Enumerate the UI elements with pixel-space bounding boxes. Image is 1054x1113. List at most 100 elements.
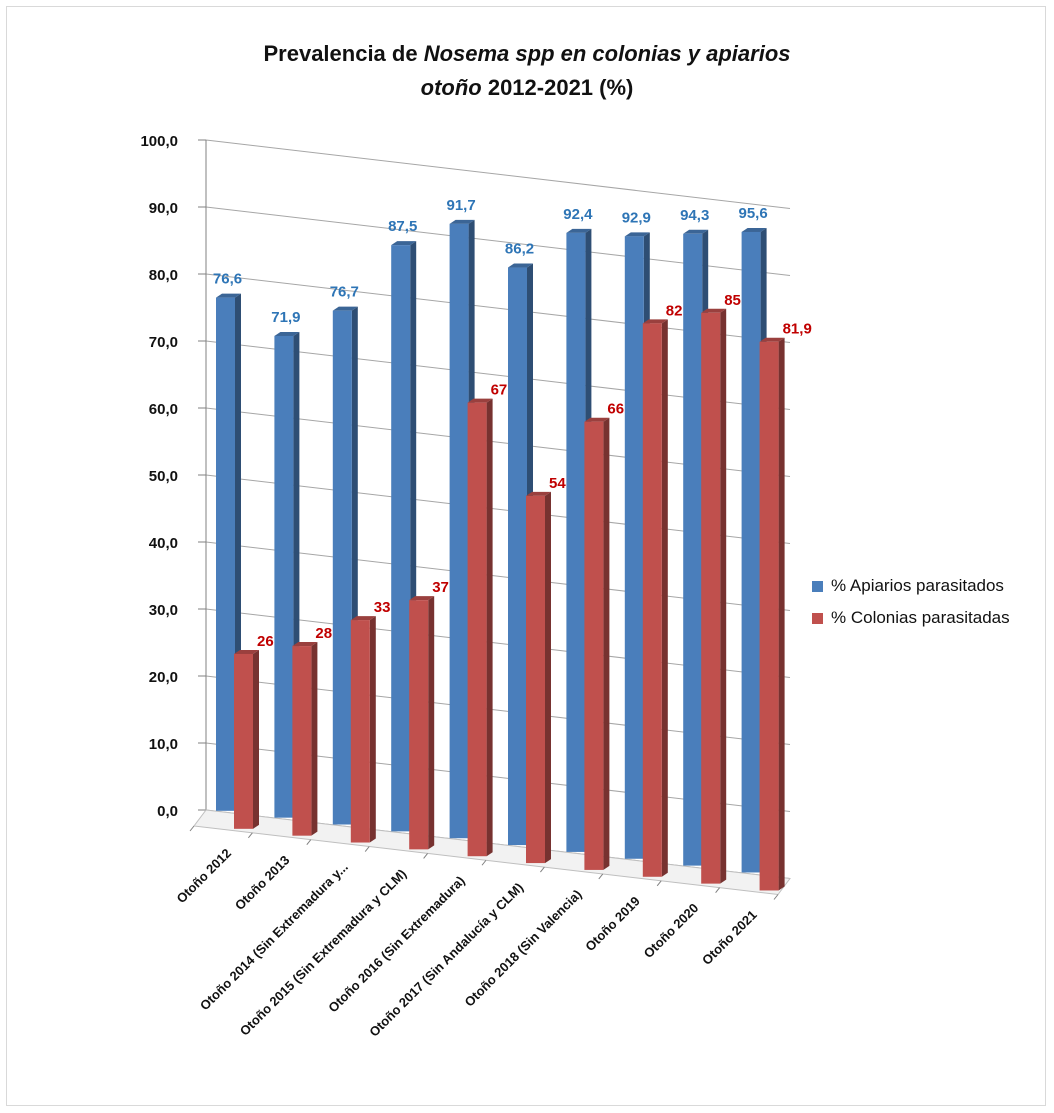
y-tick-label: 60,0: [149, 401, 178, 418]
bar-colonias-side: [369, 616, 376, 843]
legend: % Apiarios parasitados % Colonias parasi…: [812, 570, 1010, 634]
chart-title-line-1: Prevalencia de Nosema spp en colonias y …: [263, 41, 791, 66]
x-tick-label: Otoño 2021: [699, 907, 760, 968]
legend-swatch-apiarios: [812, 580, 823, 592]
legend-label-colonias: % Colonias parasitadas: [831, 608, 1010, 627]
bar-colonias-top: [526, 491, 551, 496]
bar-colonias: [526, 495, 545, 864]
x-tick-mark: [248, 832, 253, 839]
bar-colonias-side: [253, 649, 259, 829]
bar-apiarios-top: [741, 227, 767, 232]
data-label-apiarios: 87,5: [388, 218, 417, 235]
bar-apiarios-top: [624, 232, 650, 237]
bar-colonias-side: [720, 308, 727, 884]
data-label-apiarios: 92,9: [622, 209, 651, 226]
data-label-apiarios: 94,3: [680, 207, 709, 224]
y-tick-label: 20,0: [149, 669, 178, 686]
bar-colonias-top: [642, 319, 668, 324]
bar-colonias-top: [350, 616, 376, 621]
bar-colonias-side: [603, 417, 610, 870]
bar-apiarios-top: [566, 228, 592, 233]
bar-apiarios: [332, 310, 352, 825]
x-tick-mark: [364, 846, 370, 852]
bar-colonias-side: [311, 642, 318, 836]
bar-apiarios: [566, 232, 586, 852]
bar-colonias-side: [661, 319, 668, 877]
x-tick-mark: [540, 866, 545, 873]
legend-label-apiarios: % Apiarios parasitados: [831, 576, 1004, 595]
y-tick-label: 100,0: [140, 133, 178, 150]
bar-colonias: [234, 653, 253, 829]
bar-colonias-side: [778, 337, 785, 891]
bar-apiarios: [391, 245, 411, 832]
x-tick-mark: [656, 880, 662, 887]
bar-apiarios-top: [332, 306, 358, 311]
y-tick-label: 50,0: [149, 468, 178, 485]
bar-colonias-side: [545, 491, 551, 864]
y-tick-label: 10,0: [149, 736, 178, 753]
bar-apiarios-top: [274, 331, 300, 336]
bar-colonias-side: [428, 596, 435, 850]
bar-apiarios-top: [683, 229, 709, 234]
bar-apiarios: [683, 233, 703, 866]
bar-colonias: [759, 341, 779, 891]
x-tick-mark: [423, 853, 428, 859]
data-label-apiarios: 76,6: [213, 271, 242, 288]
bar-colonias: [409, 600, 429, 850]
x-tick-label: Otoño 2012: [173, 846, 234, 907]
bar-colonias-top: [292, 642, 318, 647]
bar-apiarios: [624, 236, 644, 859]
y-tick-label: 90,0: [149, 200, 178, 217]
x-tick-label: Otoño 2019: [582, 893, 643, 954]
bar-colonias: [701, 312, 721, 884]
x-tick-mark: [773, 894, 779, 900]
bar-colonias-top: [701, 308, 727, 313]
bar-apiarios: [449, 223, 469, 839]
bar-colonias: [292, 646, 312, 836]
bar-apiarios-top: [391, 241, 417, 246]
y-tick-label: 80,0: [149, 267, 178, 284]
data-label-apiarios: 92,4: [563, 206, 593, 223]
bar-colonias-top: [467, 398, 493, 403]
data-label-apiarios: 86,2: [505, 241, 534, 258]
bar-colonias: [642, 323, 662, 877]
x-tick-label: Otoño 2018 (Sin Valencia): [462, 887, 585, 1010]
bar-apiarios-top: [449, 219, 475, 224]
bar-apiarios: [216, 297, 235, 811]
chart-title-line-2: otoño 2012-2021 (%): [420, 75, 634, 100]
bar-apiarios-top: [216, 293, 241, 298]
bar-colonias-top: [409, 596, 435, 601]
y-tick-label: 40,0: [149, 535, 178, 552]
y-tick-label: 0,0: [157, 803, 178, 820]
y-tick-label: 30,0: [149, 602, 178, 619]
bar-colonias: [467, 402, 487, 857]
data-label-colonias: 81,9: [783, 321, 812, 338]
x-tick-label: Otoño 2016 (Sin Extremadura): [325, 873, 467, 1015]
bar-colonias-side: [486, 398, 493, 857]
bar-colonias-top: [584, 417, 610, 422]
x-tick-label: Otoño 2013: [232, 852, 293, 913]
y-tick-label: 70,0: [149, 334, 178, 351]
data-label-apiarios: 71,9: [271, 309, 300, 326]
x-tick-mark: [306, 839, 312, 846]
x-tick-label: Otoño 2020: [641, 900, 702, 961]
data-label-apiarios: 76,7: [330, 284, 359, 301]
x-tick-mark: [189, 825, 195, 832]
legend-swatch-colonias: [812, 612, 823, 624]
bar-apiarios: [508, 267, 527, 846]
legend-item-colonias: % Colonias parasitadas: [812, 602, 1010, 634]
bar-apiarios: [274, 335, 294, 818]
x-tick-mark: [481, 859, 487, 866]
bar-colonias: [584, 421, 604, 870]
bar-apiarios: [741, 231, 761, 873]
data-label-apiarios: 91,7: [446, 197, 475, 214]
x-tick-mark: [598, 873, 604, 880]
bar-colonias-top: [234, 649, 259, 654]
bar-colonias: [350, 620, 370, 843]
legend-item-apiarios: % Apiarios parasitados: [812, 570, 1010, 602]
bar-apiarios-top: [508, 263, 533, 268]
x-tick-mark: [715, 887, 720, 893]
data-label-apiarios: 95,6: [738, 205, 767, 222]
gridline: [205, 139, 791, 209]
